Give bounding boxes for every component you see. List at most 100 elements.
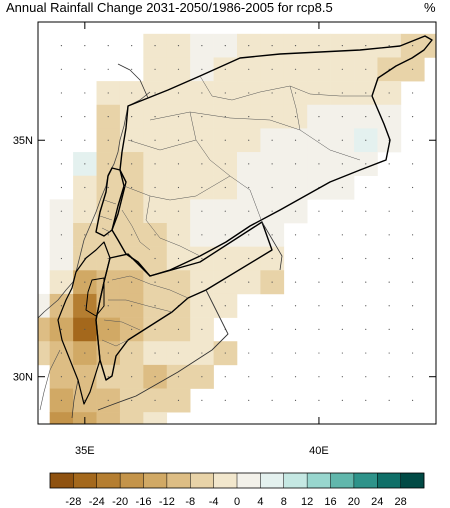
grid-point [388, 376, 390, 378]
admin-lines-lebanon [99, 199, 117, 233]
grid-point [224, 92, 226, 94]
grid-point [60, 257, 63, 260]
plot-frame [37, 21, 437, 425]
lon-tick-label: 40E [309, 445, 329, 457]
grid-point [201, 210, 203, 212]
grid-point [177, 257, 180, 260]
grid-point [131, 399, 133, 401]
grid-point [177, 328, 180, 331]
grid-point [411, 163, 414, 165]
grid-point [294, 115, 297, 118]
grid-point [154, 210, 156, 212]
grid-point [341, 352, 343, 354]
grid-point [318, 68, 320, 70]
grid-point [271, 328, 273, 331]
colorbar-swatch [50, 473, 74, 488]
colorbar-label: 12 [301, 496, 313, 508]
grid-point [107, 399, 109, 401]
colorbar-swatch [353, 473, 378, 488]
grid-point [201, 281, 203, 283]
grid-point [341, 305, 343, 307]
grid-point [107, 210, 109, 212]
colorbar-swatch [213, 473, 238, 488]
colorbar-swatch [377, 473, 401, 488]
colorbar-label: 28 [395, 496, 407, 508]
grid-point [365, 45, 367, 47]
grid-point [177, 163, 180, 165]
grid-point [224, 352, 226, 354]
grid-point [154, 234, 156, 236]
grid-point [201, 92, 203, 94]
grid-point [60, 45, 63, 47]
grid-point [154, 68, 156, 70]
grid-point [154, 163, 156, 165]
grid-point [365, 328, 367, 331]
grid-point [177, 281, 180, 283]
unit-label: % [424, 0, 436, 15]
grid-point [248, 45, 250, 47]
grid-point [131, 92, 133, 94]
grid-point [154, 352, 156, 354]
colorbar-label: 20 [348, 496, 360, 508]
grid-point [271, 45, 273, 47]
grid-point [60, 163, 63, 165]
grid-point [224, 305, 226, 307]
grid-point [131, 234, 133, 236]
grid-point [224, 281, 226, 283]
grid-point [318, 305, 320, 307]
grid-point [341, 257, 343, 260]
coastline [38, 91, 151, 319]
grid-point [411, 186, 414, 189]
grid-point [201, 399, 203, 401]
grid-point [411, 45, 414, 47]
grid-point [388, 257, 390, 260]
lat-tick-label: 35N [13, 135, 33, 147]
grid-point [177, 399, 180, 401]
grid-point [365, 352, 367, 354]
grid-point [388, 234, 390, 236]
grid-point [131, 305, 133, 307]
grid-point [365, 163, 367, 165]
grid-point-markers [60, 45, 414, 401]
grid-point [388, 281, 390, 283]
grid-point [84, 92, 86, 94]
grid-cell [424, 33, 436, 58]
grid-point [411, 68, 414, 70]
grid-point [154, 281, 156, 283]
grid-point [131, 163, 133, 165]
grid-point [271, 281, 273, 283]
grid-point [341, 92, 343, 94]
grid-point [341, 328, 343, 331]
grid-point [271, 115, 273, 118]
grid-point [224, 399, 226, 401]
grid-point [201, 376, 203, 378]
grid-point [84, 45, 86, 47]
saudi-border [97, 289, 229, 411]
lebanon-border [95, 167, 127, 237]
grid-point [248, 305, 250, 307]
grid-point [294, 257, 297, 260]
grid-point [84, 328, 86, 331]
grid-point [177, 186, 180, 189]
grid-point [60, 352, 63, 354]
grid-point [248, 376, 250, 378]
grid-point [154, 328, 156, 331]
grid-point [224, 45, 226, 47]
grid-point [224, 115, 226, 118]
grid-point [294, 234, 297, 236]
colorbar-swatch [96, 473, 121, 488]
grid-point [365, 376, 367, 378]
colorbar-swatch [143, 473, 168, 488]
grid-point [271, 352, 273, 354]
grid-point [107, 115, 109, 118]
colorbar-swatch [283, 473, 308, 488]
grid-point [388, 163, 390, 165]
iraq-border [261, 221, 283, 271]
west-bank-border [85, 277, 105, 317]
grid-point [271, 92, 273, 94]
grid-point [107, 234, 109, 236]
grid-point [365, 399, 367, 401]
colorbar-swatch [307, 473, 331, 488]
grid-point [84, 139, 86, 141]
grid-point [154, 92, 156, 94]
